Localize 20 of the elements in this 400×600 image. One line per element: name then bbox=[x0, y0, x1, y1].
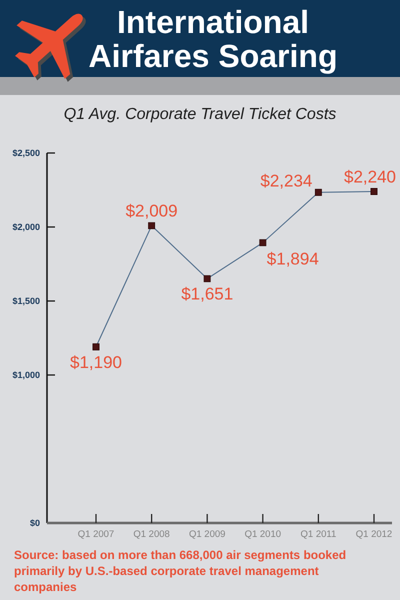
data-label: $1,190 bbox=[70, 352, 122, 372]
x-tick-label: Q1 2010 bbox=[244, 529, 282, 540]
x-tick-label: Q1 2009 bbox=[188, 529, 226, 540]
x-tick-label: Q1 2007 bbox=[78, 529, 114, 540]
y-tick-label: $1,000 bbox=[12, 370, 40, 380]
data-label: $1,651 bbox=[181, 284, 234, 304]
data-label: $1,894 bbox=[266, 250, 319, 269]
chart-title: International Airfares Soaring bbox=[88, 4, 338, 74]
x-tick-label: Q1 2011 bbox=[300, 529, 336, 540]
data-label: $2,009 bbox=[126, 202, 178, 221]
data-label: $2,240 bbox=[344, 167, 396, 186]
y-tick-label: $0 bbox=[30, 518, 40, 528]
x-tick-label: Q1 2008 bbox=[133, 529, 170, 540]
x-tick-label: Q1 2012 bbox=[356, 529, 392, 540]
source-note: Source: based on more than 668,000 air segments booked primarily by U.S.-based corporate travel management companies bbox=[14, 548, 346, 594]
data-label: $2,234 bbox=[260, 171, 312, 190]
chart-subtitle: Q1 Avg. Corporate Travel Ticket Costs bbox=[64, 106, 336, 123]
y-tick-label: $1,500 bbox=[12, 296, 40, 306]
y-tick-label: $2,500 bbox=[12, 148, 40, 158]
y-tick-label: $2,000 bbox=[12, 222, 40, 232]
